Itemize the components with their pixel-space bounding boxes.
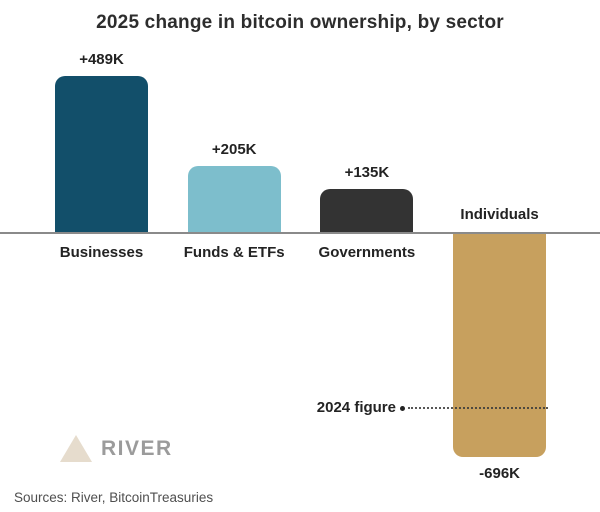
- annotation-dot-icon: [400, 406, 405, 411]
- annotation-dotted-line: [408, 407, 549, 409]
- value-label: +489K: [79, 50, 124, 68]
- chart-title: 2025 change in bitcoin ownership, by sec…: [96, 12, 504, 33]
- bar-individuals: [453, 234, 547, 457]
- river-logo: RIVER: [60, 435, 173, 462]
- bar-businesses: [55, 75, 148, 232]
- bar-funds-etfs: [187, 166, 281, 232]
- annotation-2024-figure-label: 2024 figure: [316, 399, 396, 416]
- river-logo-text: RIVER: [101, 436, 173, 460]
- source-note: Sources: River, BitcoinTreasuries: [14, 490, 214, 505]
- category-label: Governments: [318, 244, 416, 261]
- bar-governments: [320, 188, 414, 232]
- category-label: Individuals: [460, 206, 539, 223]
- category-label: Businesses: [59, 244, 144, 261]
- mountain-triangle-icon: [60, 435, 92, 462]
- value-label: -696K: [479, 464, 521, 482]
- value-label: +135K: [344, 163, 390, 181]
- zero-axis-line: [0, 232, 600, 234]
- value-label: +205K: [211, 141, 257, 159]
- category-label: Funds & ETFs: [183, 244, 285, 261]
